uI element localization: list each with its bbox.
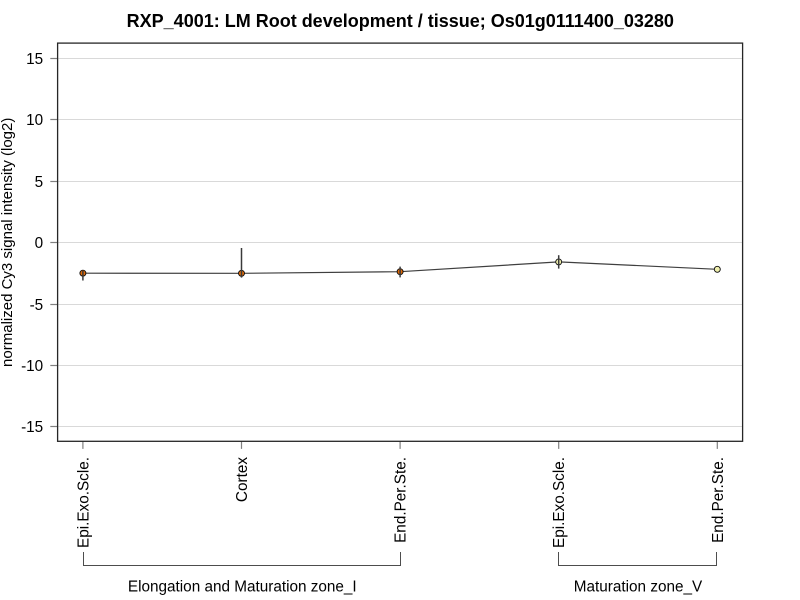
svg-text:-15: -15 [21,419,43,436]
svg-text:Maturation zone_V: Maturation zone_V [574,579,703,596]
svg-text:Epi.Exo.Scle.: Epi.Exo.Scle. [75,457,92,548]
svg-text:5: 5 [35,174,44,191]
svg-text:0: 0 [35,235,44,252]
svg-text:End.Per.Ste.: End.Per.Ste. [710,457,727,543]
svg-text:RXP_4001: LM Root development: RXP_4001: LM Root development / tissue; … [127,11,674,31]
svg-text:10: 10 [26,112,43,129]
svg-text:15: 15 [26,51,43,68]
svg-text:-10: -10 [21,358,43,375]
svg-text:-5: -5 [30,297,44,314]
svg-text:Epi.Exo.Scle.: Epi.Exo.Scle. [551,457,568,548]
svg-text:normalized Cy3 signal intensit: normalized Cy3 signal intensity (log2) [0,118,16,367]
svg-text:End.Per.Ste.: End.Per.Ste. [393,457,410,543]
svg-text:Cortex: Cortex [234,457,251,502]
svg-text:Elongation and Maturation zone: Elongation and Maturation zone_I [128,579,357,596]
